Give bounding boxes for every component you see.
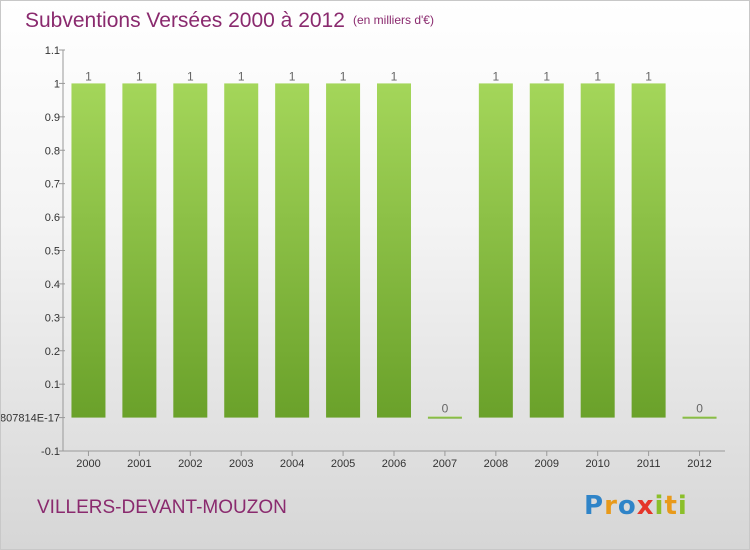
bar bbox=[631, 83, 666, 418]
bar-value-label: 1 bbox=[187, 69, 194, 83]
x-tick-label: 2010 bbox=[585, 458, 609, 470]
x-tick-label: 2008 bbox=[484, 458, 508, 470]
logo-letter: i bbox=[654, 491, 665, 521]
proxiti-logo: Proxiti bbox=[584, 491, 688, 521]
y-tick-label: 0.4 bbox=[45, 279, 60, 291]
y-tick-label: 1 bbox=[54, 78, 60, 90]
x-tick-label: 2001 bbox=[127, 458, 151, 470]
y-tick-label: 0.7 bbox=[45, 179, 60, 191]
x-tick-label: 2012 bbox=[687, 458, 711, 470]
bar-value-label: 1 bbox=[289, 69, 296, 83]
bar-value-label: 1 bbox=[391, 69, 398, 83]
bar bbox=[173, 83, 208, 418]
x-tick-label: 2000 bbox=[76, 458, 100, 470]
bar-value-label: 1 bbox=[136, 69, 143, 83]
bar bbox=[377, 83, 411, 418]
bar-value-label: 0 bbox=[696, 402, 703, 416]
bar bbox=[529, 83, 564, 418]
x-tick-label: 2009 bbox=[535, 458, 559, 470]
x-tick-label: 2003 bbox=[229, 458, 253, 470]
x-tick-label: 2007 bbox=[433, 458, 457, 470]
bar-value-label: 1 bbox=[543, 69, 550, 83]
y-tick-label: 1.3877787807814E-17 bbox=[1, 413, 60, 425]
bar bbox=[122, 83, 157, 418]
y-tick-label: 0.6 bbox=[45, 212, 60, 224]
bar bbox=[71, 83, 106, 418]
bar-value-label: 1 bbox=[85, 69, 92, 83]
bar-value-label: 1 bbox=[594, 69, 601, 83]
bar bbox=[326, 83, 361, 418]
bar bbox=[478, 83, 513, 418]
logo-letter: x bbox=[636, 491, 655, 521]
bar bbox=[224, 83, 259, 418]
chart-unit: (en milliers d'€) bbox=[353, 13, 434, 27]
y-tick-label: 0.2 bbox=[45, 346, 60, 358]
commune-name: VILLERS-DEVANT-MOUZON bbox=[37, 497, 287, 518]
logo-letter: r bbox=[604, 491, 618, 521]
x-tick-label: 2002 bbox=[178, 458, 202, 470]
bar bbox=[427, 416, 462, 419]
x-tick-label: 2006 bbox=[382, 458, 406, 470]
y-tick-label: 0.1 bbox=[45, 379, 60, 391]
x-tick-label: 2004 bbox=[280, 458, 304, 470]
x-tick-label: 2011 bbox=[637, 458, 661, 470]
bar-value-label: 0 bbox=[442, 402, 449, 416]
y-tick-label: 1.1 bbox=[45, 45, 60, 57]
logo-letter: P bbox=[584, 491, 605, 521]
bar bbox=[275, 83, 310, 418]
y-tick-label: 0.3 bbox=[45, 312, 60, 324]
bar-value-label: 1 bbox=[340, 69, 347, 83]
y-tick-label: 0.5 bbox=[45, 246, 60, 258]
bar-value-label: 1 bbox=[493, 69, 500, 83]
y-tick-label: 0.9 bbox=[45, 112, 60, 124]
logo-letter: t bbox=[664, 491, 678, 521]
logo-letter: i bbox=[677, 491, 688, 521]
y-tick-label: 0.8 bbox=[45, 145, 60, 157]
bar bbox=[682, 416, 717, 419]
bar-value-label: 1 bbox=[645, 69, 652, 83]
x-tick-label: 2005 bbox=[331, 458, 355, 470]
logo-letter: o bbox=[617, 491, 637, 521]
bar-value-label: 1 bbox=[238, 69, 245, 83]
y-tick-label: -0.1 bbox=[41, 446, 60, 458]
chart-title: Subventions Versées 2000 à 2012 bbox=[25, 9, 345, 32]
bar bbox=[580, 83, 615, 418]
